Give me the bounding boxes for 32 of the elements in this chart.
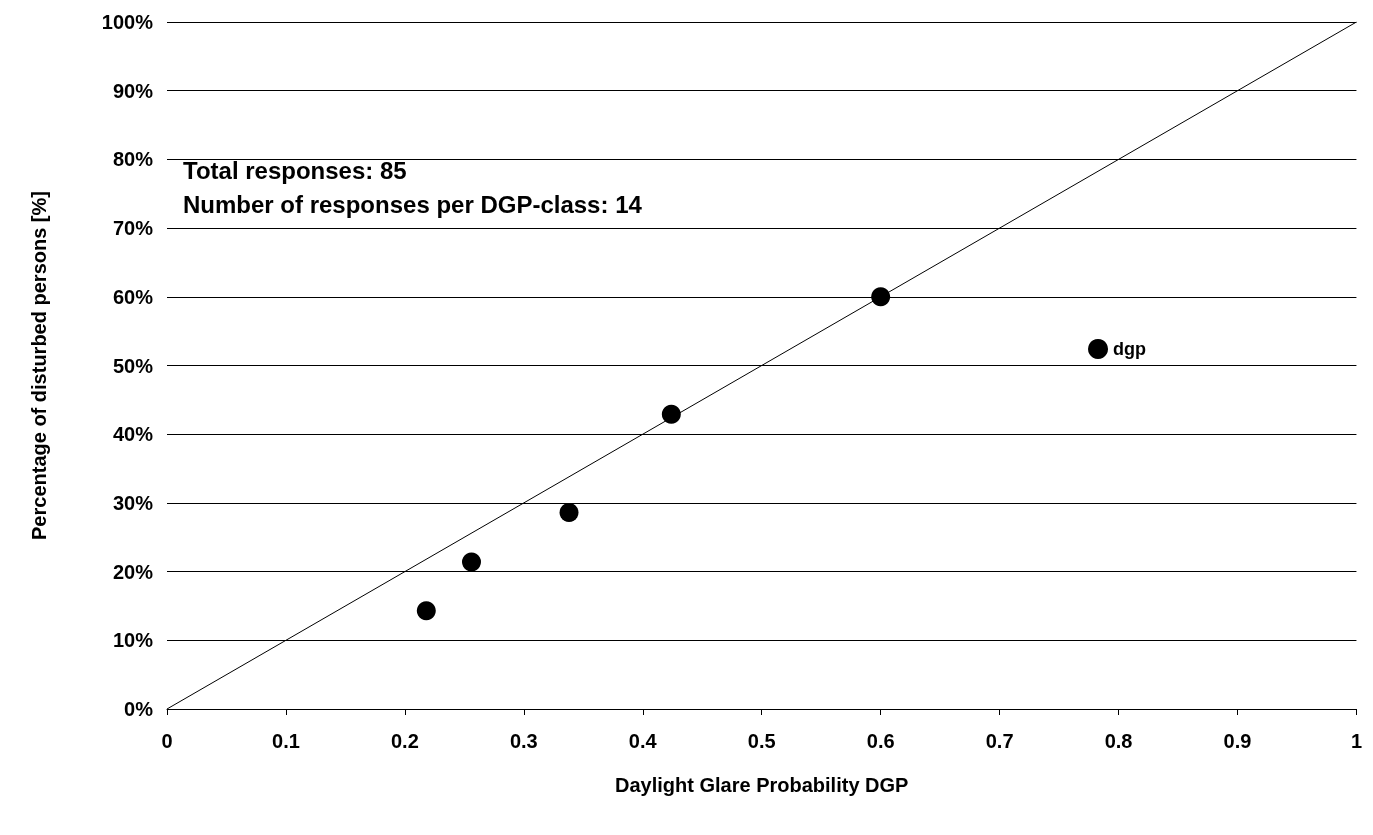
y-tick-label: 40%	[112, 423, 154, 446]
x-tick-label: 0.7	[985, 730, 1014, 752]
point	[871, 287, 891, 307]
point	[416, 601, 436, 621]
y-tick-label: 60%	[112, 285, 154, 308]
x-tick-label: 0.3	[509, 730, 538, 752]
y-tick-label: 0%	[124, 698, 154, 720]
y-tick-label: 70%	[112, 217, 154, 240]
legend-label: dgp	[1113, 339, 1147, 359]
y-tick-label: 50%	[112, 354, 154, 377]
x-tick-label: 0.2	[390, 730, 419, 752]
x-tick-label: 0.9	[1223, 730, 1252, 752]
y-tick-label: 20%	[112, 560, 154, 583]
x-tick-label: 0.1	[272, 730, 300, 752]
y-tick-label: 10%	[112, 629, 154, 652]
point	[559, 503, 579, 523]
x-tick-label: 0	[161, 730, 173, 752]
x-tick-label: 0.5	[747, 730, 776, 752]
x-tick-label: 0.4	[628, 730, 658, 752]
point	[462, 552, 481, 572]
y-tick-label: 100%	[101, 11, 154, 33]
x-tick-label: 1	[1350, 730, 1362, 752]
x-axis-title: Daylight Glare Probability DGP	[615, 774, 909, 796]
y-tick-label: 90%	[112, 79, 154, 102]
y-tick-label: 30%	[112, 491, 154, 514]
point	[661, 404, 681, 424]
annotation: Total responses: 85	[183, 156, 407, 184]
x-tick-label: 0.8	[1104, 730, 1133, 752]
annotation: Number of responses per DGP-class: 14	[183, 190, 643, 218]
y-tick-label: 80%	[112, 148, 154, 171]
y-axis-title: Percentage of disturbed persons [%]	[28, 191, 50, 540]
x-tick-label: 0.6	[866, 730, 895, 752]
